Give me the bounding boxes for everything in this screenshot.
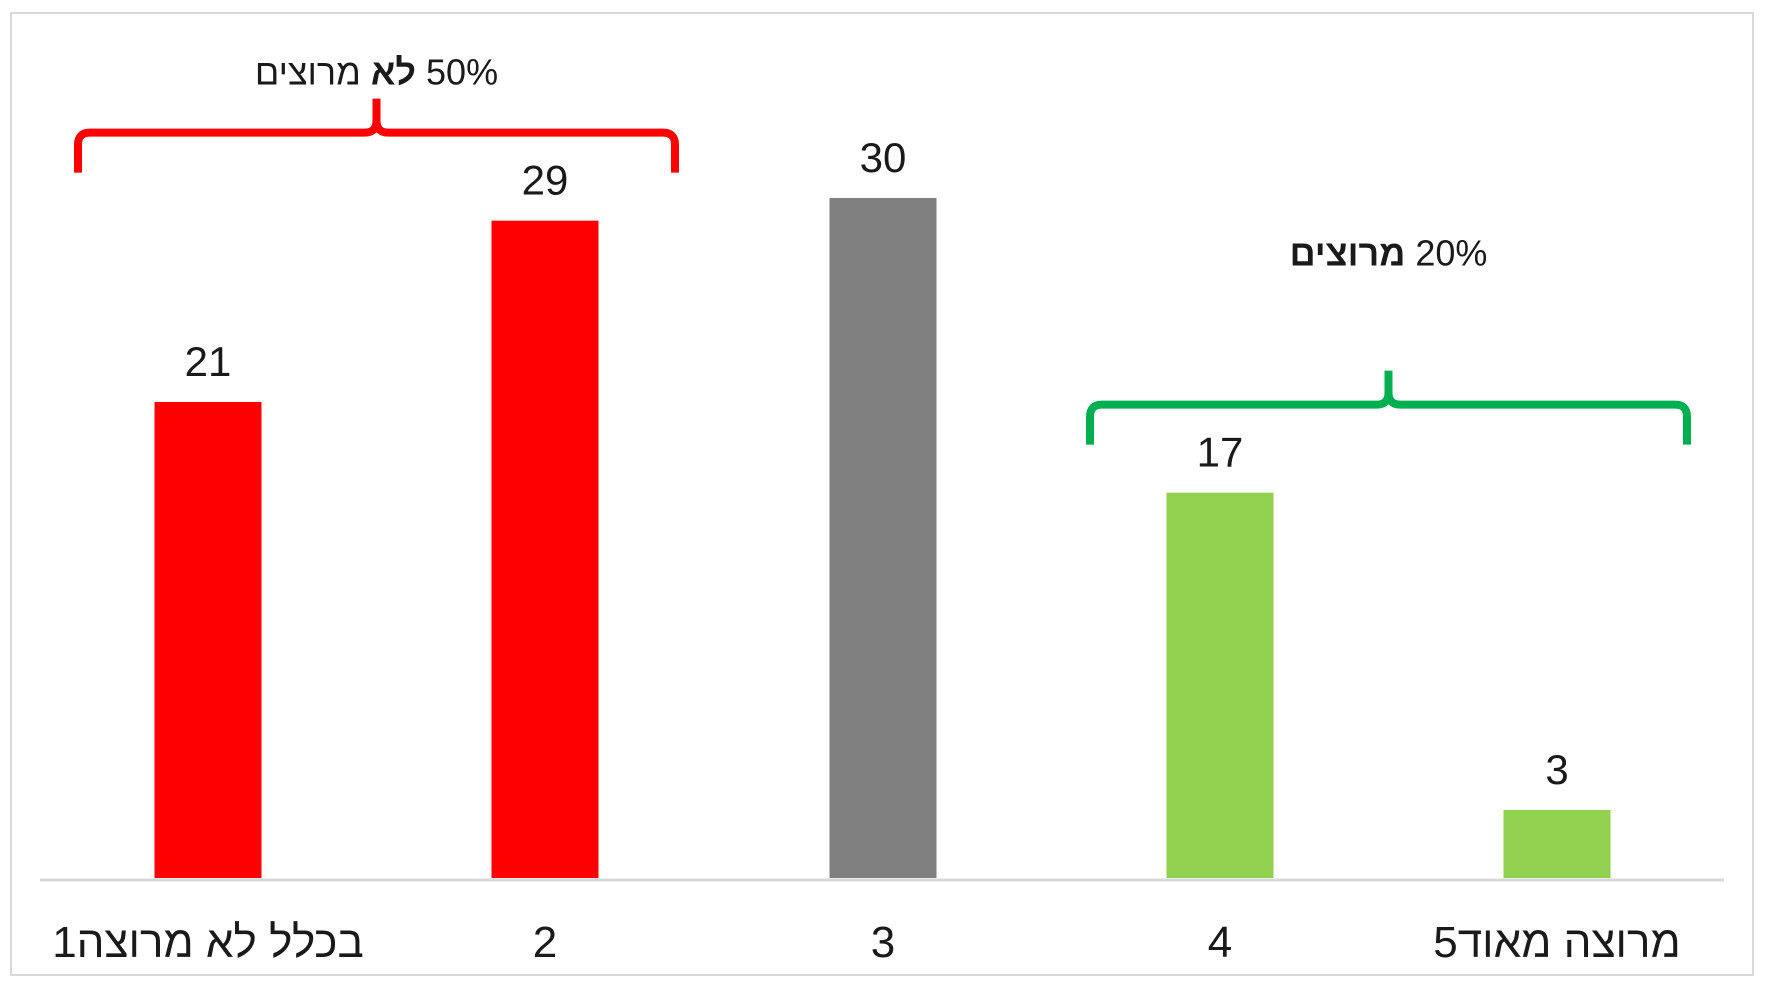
annotation-satisfied: 20% מרוצים: [1290, 233, 1488, 274]
brace-not-satisfied: [74, 98, 679, 173]
x-tick-label-3: 3: [871, 918, 895, 967]
x-tick-label-4: 4: [1208, 918, 1232, 967]
data-label-2: 29: [522, 157, 569, 204]
bars-group: [154, 198, 1611, 878]
x-tick-label-1: 1בכלל לא מרוצה: [52, 918, 364, 967]
data-label-3: 30: [860, 134, 907, 181]
annotation-not-satisfied: 50% לא מרוצים: [255, 52, 498, 93]
data-label-5: 3: [1545, 746, 1568, 793]
annotation-satisfied-percent: 20%: [1415, 233, 1487, 274]
bar-1: [154, 402, 262, 878]
annotation-not-satisfied-word: מרוצים: [255, 52, 371, 93]
data-labels-group: 21 29 30 17 3: [185, 134, 1569, 793]
data-label-1: 21: [185, 338, 232, 385]
annotation-not-satisfied-percent: 50%: [426, 52, 498, 93]
brace-satisfied: [1086, 370, 1691, 445]
data-label-4: 17: [1197, 429, 1244, 476]
x-tick-labels-group: 1בכלל לא מרוצה 2 3 4 5מרוצה מאוד: [52, 918, 1681, 967]
bar-2: [491, 220, 599, 878]
bar-5: [1503, 810, 1611, 878]
bar-3: [829, 198, 937, 878]
annotation-satisfied-bold: מרוצים: [1290, 233, 1416, 274]
annotation-not-satisfied-bold: לא: [371, 52, 426, 93]
x-tick-label-5: 5מרוצה מאוד: [1433, 918, 1680, 967]
x-tick-label-2: 2: [533, 918, 557, 967]
bar-4: [1166, 492, 1274, 878]
